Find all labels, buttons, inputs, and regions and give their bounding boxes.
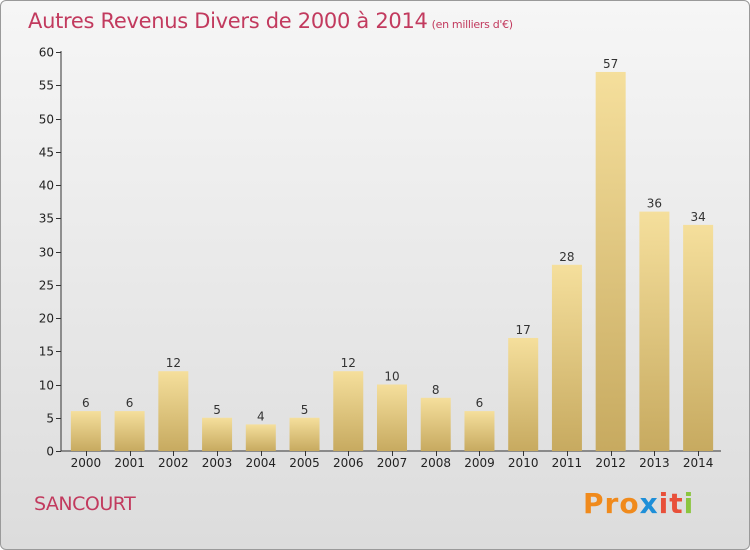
value-label: 6 (126, 396, 134, 410)
x-tick-label: 2012 (595, 456, 626, 470)
value-label: 28 (559, 250, 574, 264)
y-tick-label: 50 (39, 113, 54, 127)
y-tick-label: 25 (39, 279, 54, 293)
value-label: 36 (647, 197, 662, 211)
x-tick-label: 2010 (508, 456, 539, 470)
bars (70, 71, 714, 451)
y-tick-label: 45 (39, 146, 54, 160)
x-tick-label: 2009 (464, 456, 495, 470)
y-tick-label: 20 (39, 312, 54, 326)
y-tick-label: 30 (39, 246, 54, 260)
value-label: 17 (516, 323, 531, 337)
value-label: 8 (432, 383, 440, 397)
bar-2013 (639, 211, 670, 451)
x-tick-label: 2002 (158, 456, 189, 470)
x-tick-label: 2007 (377, 456, 408, 470)
chart-title: Autres Revenus Divers de 2000 à 2014 (en … (28, 9, 513, 33)
value-label: 4 (257, 409, 265, 423)
y-tick-label: 10 (39, 379, 54, 393)
value-label: 34 (690, 210, 705, 224)
x-tick-label: 2011 (552, 456, 583, 470)
x-tick-label: 2003 (202, 456, 233, 470)
brand-letter: r (604, 487, 620, 520)
labels: 2000 6 2001 6 2002 12 2003 5 2004 4 2005 5 2006 12 200… (71, 57, 714, 470)
bar-2014 (683, 224, 714, 451)
place-name: SANCOURT (34, 493, 136, 515)
x-tick-label: 2005 (289, 456, 320, 470)
bar-2001 (114, 411, 145, 451)
value-label: 57 (603, 57, 618, 71)
value-label: 5 (213, 403, 221, 417)
brand-letter: t (669, 487, 684, 520)
x-tick-label: 2014 (683, 456, 714, 470)
bar-2008 (420, 397, 451, 451)
x-tick-label: 2008 (420, 456, 451, 470)
y-tick-label: 40 (39, 179, 54, 193)
brand-letter: i (658, 487, 670, 520)
x-tick-label: 2004 (246, 456, 277, 470)
x-tick-label: 2013 (639, 456, 670, 470)
bar-2005 (289, 417, 320, 451)
value-label: 5 (301, 403, 309, 417)
y-tick-label: 0 (46, 445, 54, 459)
value-label: 6 (476, 396, 484, 410)
bar-2000 (70, 411, 101, 451)
brand-letter: i (683, 487, 695, 520)
y-tick-label: 5 (46, 412, 54, 426)
bar-2006 (333, 371, 364, 451)
title-text: Autres Revenus Divers de 2000 à 2014 (28, 9, 428, 33)
y-tick-label: 15 (39, 345, 54, 359)
value-label: 12 (166, 356, 181, 370)
bar-2012 (595, 71, 626, 451)
x-tick-label: 2006 (333, 456, 364, 470)
value-label: 6 (82, 396, 90, 410)
bar-2009 (464, 411, 495, 451)
bar-2003 (202, 417, 233, 451)
x-tick-label: 2000 (71, 456, 102, 470)
bar-2007 (377, 384, 407, 451)
brand-logo: Proxiti (583, 487, 694, 520)
value-label: 12 (341, 356, 356, 370)
bar-2011 (551, 264, 582, 451)
title-unit: (en milliers d'€) (431, 18, 513, 31)
brand-letter: x (639, 487, 659, 520)
brand-letter: P (583, 487, 605, 520)
bar-2010 (508, 337, 539, 451)
y-tick-label: 55 (39, 79, 54, 93)
y-tick-label: 60 (39, 46, 54, 60)
y-tick-label: 35 (39, 212, 54, 226)
bar-2002 (158, 371, 189, 451)
x-tick-label: 2001 (114, 456, 145, 470)
brand-letter: o (619, 487, 640, 520)
value-label: 10 (384, 370, 399, 384)
bar-2004 (245, 424, 276, 451)
